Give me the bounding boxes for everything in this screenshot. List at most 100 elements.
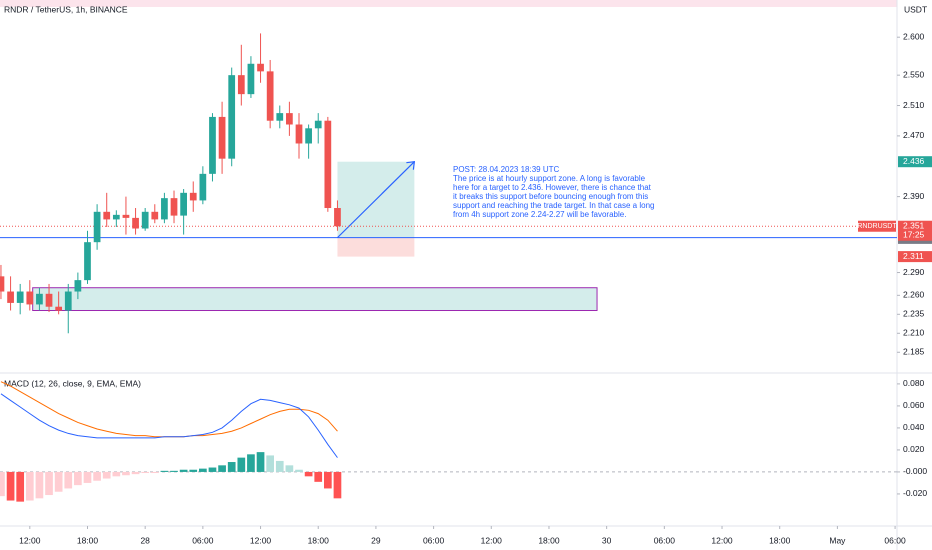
y-tick-label: 2.390: [903, 191, 925, 201]
macd-histogram-bar: [275, 460, 284, 472]
candle-body: [170, 198, 178, 216]
x-tick-label: 12:00: [481, 535, 503, 545]
macd-histogram-bar: [141, 471, 150, 474]
trade-arrow: [337, 161, 415, 239]
macd-histogram-bar: [45, 471, 53, 496]
x-tick-label: May: [829, 535, 846, 545]
macd-histogram-bar: [64, 471, 73, 489]
annotation-line: support and reaching the trade target. I…: [453, 201, 654, 210]
x-tick-label: 18:00: [77, 535, 99, 545]
candle-body: [305, 128, 312, 144]
macd-histogram-bar: [304, 471, 313, 477]
candle-body: [122, 214, 130, 218]
x-tick-label: 06:00: [423, 535, 445, 545]
stop-zone: [337, 237, 415, 257]
macd-histogram-bar: [122, 471, 130, 476]
candle-body: [286, 113, 293, 125]
x-tick-label: 12:00: [19, 535, 41, 545]
candle-body: [247, 63, 255, 95]
y-tick-label: 2.510: [903, 100, 925, 110]
macd-histogram-bar: [0, 471, 5, 497]
candle-body: [16, 291, 24, 303]
y-tick-label: 2.470: [903, 130, 925, 140]
macd-histogram-bar: [54, 471, 63, 492]
chart-title: RNDR / TetherUS, 1h, BINANCE: [4, 4, 128, 14]
price-label: 2.436: [903, 156, 925, 166]
macd-histogram-bar: [131, 471, 140, 475]
top-zone: [0, 0, 897, 7]
macd-histogram-bar: [93, 471, 101, 481]
candle-body: [103, 211, 111, 220]
candle-body: [84, 242, 91, 281]
x-tick-label: 28: [140, 535, 150, 545]
y-tick-label: 2.260: [903, 290, 925, 300]
candle-body: [112, 214, 120, 220]
candle-body: [26, 291, 34, 305]
candle-body: [218, 116, 226, 159]
macd-histogram-bar: [74, 471, 82, 486]
macd-histogram-bar: [179, 469, 188, 472]
macd-histogram-bar: [150, 471, 159, 474]
annotation-line: it breaks this support before bouncing e…: [453, 192, 648, 201]
macd-y-tick-label: 0.080: [903, 378, 925, 388]
annotation-line: here for a target to 2.436. However, the…: [453, 183, 652, 192]
candle-body: [45, 293, 53, 307]
macd-y-tick-label: -0.020: [903, 488, 927, 498]
candle-body: [161, 198, 168, 220]
macd-histogram-bar: [314, 471, 323, 482]
macd-y-tick-label: 0.060: [903, 400, 925, 410]
y-tick-label: 2.210: [903, 328, 925, 338]
currency: USDT: [904, 4, 927, 14]
macd-line: [0, 393, 338, 458]
candle-body: [237, 75, 245, 95]
macd-histogram-bar: [160, 470, 169, 472]
macd-histogram-bar: [227, 462, 236, 472]
arrow-head: [406, 161, 416, 170]
symbol-label: RNDRUSDT: [857, 223, 897, 230]
x-tick-label: 18:00: [538, 535, 560, 545]
candle-body: [334, 208, 341, 227]
macd-histogram-bar: [189, 469, 198, 472]
candle-body: [266, 71, 274, 121]
candle-body: [314, 120, 322, 129]
y-tick-label: 2.235: [903, 309, 925, 319]
candle-body: [151, 211, 159, 220]
macd-histogram-bar: [285, 465, 294, 472]
candle-body: [64, 291, 72, 311]
candle-body: [7, 291, 14, 303]
candle-body: [141, 211, 149, 229]
candle-body: [276, 113, 284, 121]
macd-histogram-bar: [83, 471, 92, 483]
macd-histogram-bar: [333, 471, 342, 499]
candle-body: [228, 75, 236, 159]
candle-body: [74, 280, 82, 292]
x-tick-label: 06:00: [884, 535, 906, 545]
candle-body: [180, 192, 187, 216]
macd-histogram-bar: [102, 471, 111, 479]
macd-histogram-bar: [256, 452, 265, 472]
x-tick-label: 06:00: [654, 535, 676, 545]
x-tick-label: 18:00: [769, 535, 791, 545]
x-tick-label: 30: [602, 535, 612, 545]
macd-histogram-bar: [295, 469, 303, 472]
macd-histogram-bar: [35, 471, 44, 499]
annotation-line: The price is at hourly support zone. A l…: [453, 174, 646, 183]
candle-body: [324, 120, 332, 209]
annotation-line: from 4h support zone 2.24-2.27 will be f…: [453, 210, 626, 219]
candle-body: [295, 124, 303, 144]
macd-histogram-bar: [208, 467, 217, 472]
candle-body: [199, 173, 207, 201]
candle-body: [132, 217, 139, 229]
support-zone: [32, 287, 598, 312]
x-tick-label: 06:00: [192, 535, 214, 545]
candle-body: [257, 63, 264, 72]
y-tick-label: 2.185: [903, 347, 925, 357]
symbol-box: [858, 220, 896, 232]
countdown-label: 17:25: [903, 229, 925, 239]
macd-y-tick-label: 0.020: [903, 444, 925, 454]
candle-body: [189, 192, 197, 201]
price-label-box: [898, 156, 932, 168]
macd-histogram-bar: [323, 471, 332, 489]
annotation-line: POST: 28.04.2023 18:39 UTC: [453, 165, 560, 174]
